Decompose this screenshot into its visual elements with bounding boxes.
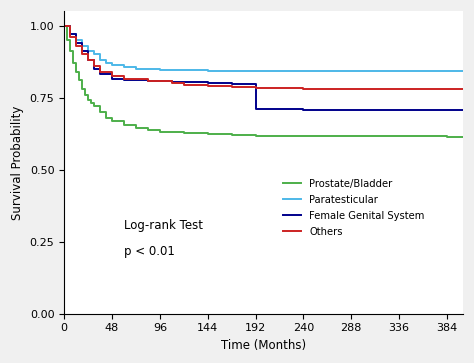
Y-axis label: Survival Probability: Survival Probability [11,105,24,220]
Legend: Prostate/Bladder, Paratesticular, Female Genital System, Others: Prostate/Bladder, Paratesticular, Female… [280,175,429,241]
Text: p < 0.01: p < 0.01 [124,245,175,258]
X-axis label: Time (Months): Time (Months) [221,339,306,352]
Text: Log-rank Test: Log-rank Test [124,219,203,232]
